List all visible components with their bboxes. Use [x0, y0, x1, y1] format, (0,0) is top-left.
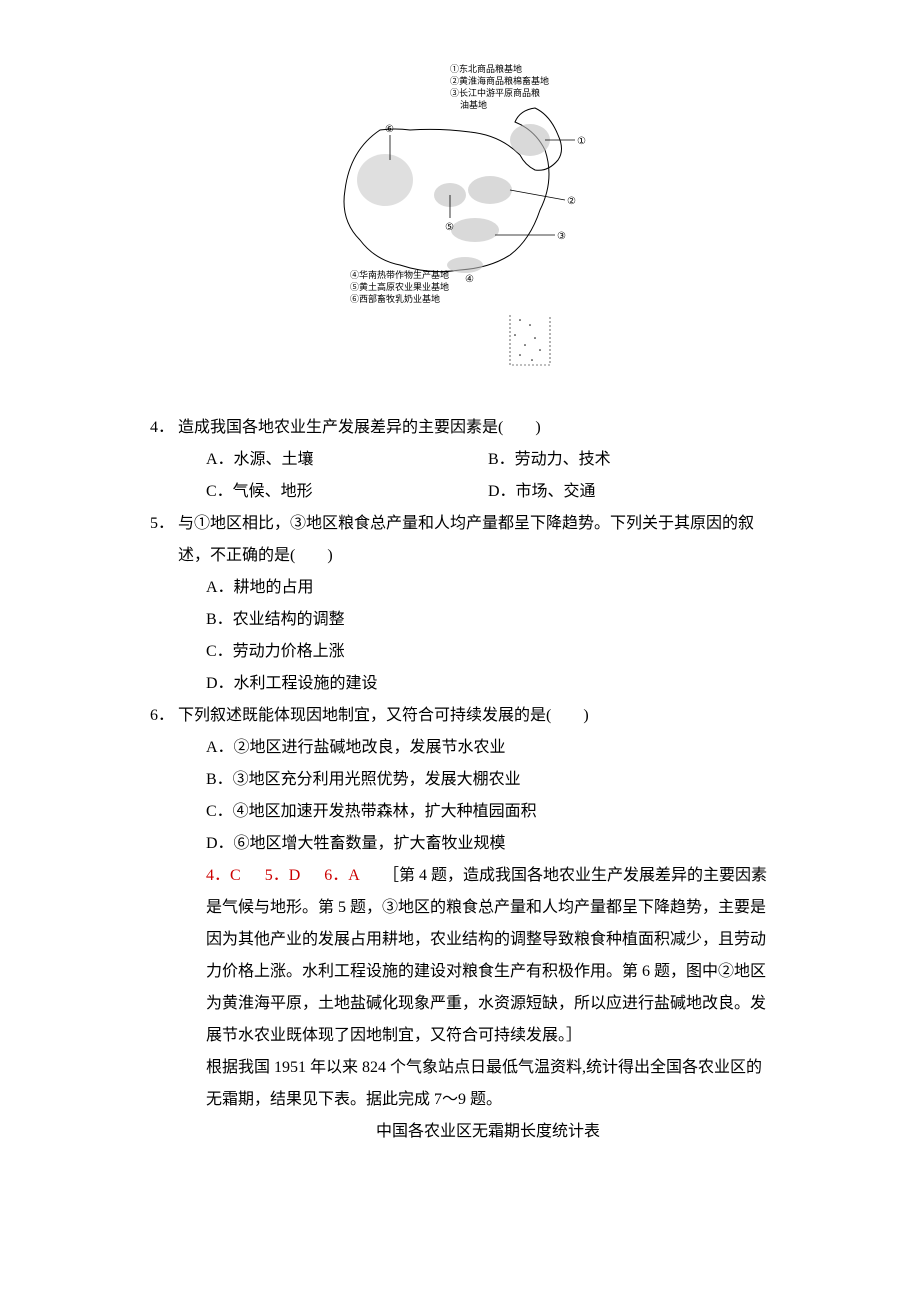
q5-optC: C．劳动力价格上涨: [206, 636, 770, 668]
explain-text: ［第 4 题，造成我国各地农业生产发展差异的主要因素是气候与地形。第 5 题，③…: [206, 867, 767, 1044]
q6-options: A．②地区进行盐碱地改良，发展节水农业 B．③地区充分利用光照优势，发展大棚农业…: [150, 732, 770, 860]
region-4: [447, 257, 483, 273]
region-3: [451, 218, 499, 242]
q5-optD: D．水利工程设施的建设: [206, 668, 770, 700]
legend-3b: 油基地: [460, 99, 487, 110]
q4-number: 4．: [150, 412, 178, 444]
q6-number: 6．: [150, 700, 178, 732]
q5-optA: A．耕地的占用: [206, 572, 770, 604]
q6-optB: B．③地区充分利用光照优势，发展大棚农业: [206, 764, 770, 796]
legend-6: ⑥西部畜牧乳奶业基地: [350, 293, 440, 304]
q4-options-row2: C．气候、地形 D．市场、交通: [150, 476, 770, 508]
q4-optC: C．气候、地形: [206, 476, 488, 508]
south-sea: [510, 315, 550, 365]
question-5: 5． 与①地区相比，③地区粮食总产量和人均产量都呈下降趋势。下列关于其原因的叙述…: [150, 508, 770, 572]
legend-2: ②黄淮海商品粮棉畜基地: [450, 75, 549, 86]
svg-text:⑤: ⑤: [445, 222, 454, 233]
question-4: 4． 造成我国各地农业生产发展差异的主要因素是( ): [150, 412, 770, 444]
region-2: [468, 176, 512, 204]
region-1: [510, 124, 550, 156]
legend-5: ⑤黄土高原农业果业基地: [350, 281, 449, 292]
q5-optB: B．农业结构的调整: [206, 604, 770, 636]
svg-text:③: ③: [557, 231, 566, 242]
ans-5: 5．D: [265, 867, 301, 884]
q4-text: 造成我国各地农业生产发展差异的主要因素是( ): [178, 412, 770, 444]
legend-3a: ③长江中游平原商品粮: [450, 87, 540, 98]
q4-optD: D．市场、交通: [488, 476, 770, 508]
q6-optC: C．④地区加速开发热带森林，扩大种植园面积: [206, 796, 770, 828]
svg-text:④: ④: [465, 274, 474, 285]
svg-text:①: ①: [577, 136, 586, 147]
passage-7-9: 根据我国 1951 年以来 824 个气象站点日最低气温资料,统计得出全国各农业…: [150, 1052, 770, 1116]
q5-options: A．耕地的占用 B．农业结构的调整 C．劳动力价格上涨 D．水利工程设施的建设: [150, 572, 770, 700]
q6-text: 下列叙述既能体现因地制宜，又符合可持续发展的是( ): [178, 700, 770, 732]
svg-text:②: ②: [567, 196, 576, 207]
legend-1: ①东北商品粮基地: [450, 63, 522, 74]
figure-china-map: ①东北商品粮基地 ②黄淮海商品粮棉畜基地 ③长江中游平原商品粮 油基地 ① ② …: [150, 60, 770, 382]
q4-optB: B．劳动力、技术: [488, 444, 770, 476]
answers-and-explain: 4．C 5．D 6．A ［第 4 题，造成我国各地农业生产发展差异的主要因素是气…: [150, 860, 770, 1052]
q4-optA: A．水源、土壤: [206, 444, 488, 476]
ans-4: 4．C: [206, 867, 241, 884]
svg-text:⑥: ⑥: [385, 124, 394, 135]
q4-options-row1: A．水源、土壤 B．劳动力、技术: [150, 444, 770, 476]
map-svg: ①东北商品粮基地 ②黄淮海商品粮棉畜基地 ③长江中游平原商品粮 油基地 ① ② …: [320, 60, 600, 370]
question-6: 6． 下列叙述既能体现因地制宜，又符合可持续发展的是( ): [150, 700, 770, 732]
legend-4: ④华南热带作物生产基地: [350, 269, 449, 280]
q6-optA: A．②地区进行盐碱地改良，发展节水农业: [206, 732, 770, 764]
ans-6: 6．A: [324, 867, 359, 884]
table-title: 中国各农业区无霜期长度统计表: [150, 1116, 770, 1148]
q5-number: 5．: [150, 508, 178, 540]
region-6: [357, 154, 413, 206]
q6-optD: D．⑥地区增大牲畜数量，扩大畜牧业规模: [206, 828, 770, 860]
q5-text: 与①地区相比，③地区粮食总产量和人均产量都呈下降趋势。下列关于其原因的叙述，不正…: [178, 508, 770, 572]
